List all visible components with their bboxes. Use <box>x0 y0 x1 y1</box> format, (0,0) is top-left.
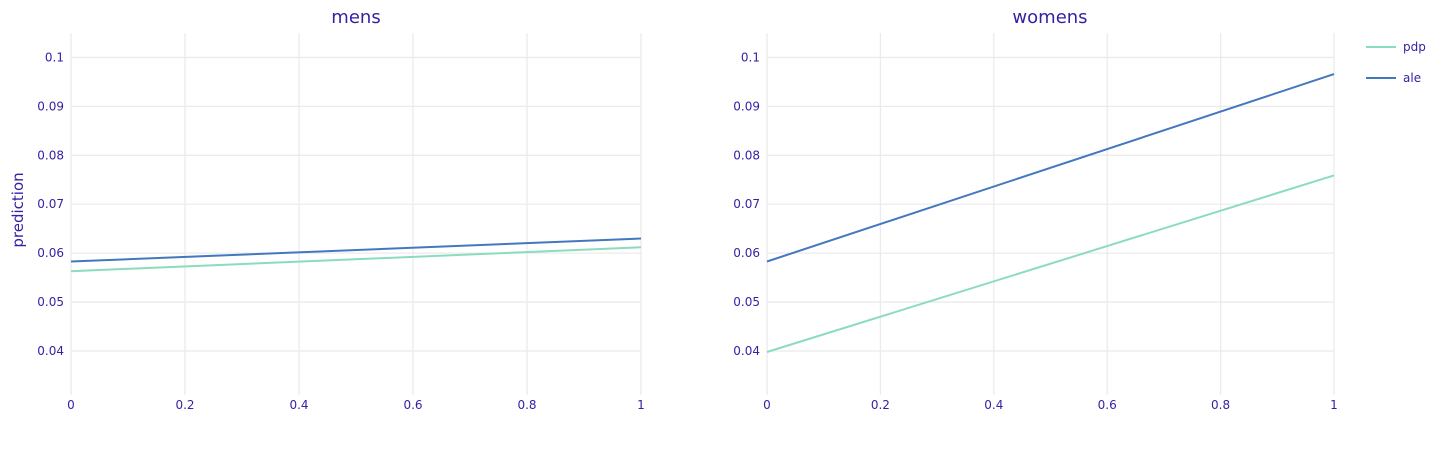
y-axis-label: prediction <box>9 172 27 247</box>
panel-mens: mens 0 0.2 0.4 0.6 0.8 1 0.04 0.05 0.06 0.07 0.08 0… <box>37 7 645 412</box>
y-tick-label-womens-6: 0.1 <box>741 50 760 64</box>
series-line-womens-ale <box>766 73 1335 263</box>
x-tick-label-womens-1: 0.2 <box>871 398 890 412</box>
y-tick-label-womens-0: 0.04 <box>733 344 760 358</box>
x-tick-label-mens-3: 0.6 <box>403 398 422 412</box>
series-line-womens-pdp <box>766 174 1335 353</box>
x-tick-label-womens-4: 0.8 <box>1211 398 1230 412</box>
x-tick-label-mens-1: 0.2 <box>175 398 194 412</box>
x-tick-label-mens-5: 1 <box>637 398 645 412</box>
series-line-mens-pdp <box>70 246 642 273</box>
x-tick-label-mens-4: 0.8 <box>517 398 536 412</box>
y-tick-label-mens-2: 0.06 <box>37 246 64 260</box>
y-tick-label-mens-5: 0.09 <box>37 99 64 113</box>
y-tick-label-womens-2: 0.06 <box>733 246 760 260</box>
y-tick-label-womens-5: 0.09 <box>733 99 760 113</box>
legend-item-pdp[interactable]: pdp <box>1366 40 1426 54</box>
y-tick-label-mens-3: 0.07 <box>37 197 64 211</box>
legend-label-pdp: pdp <box>1403 40 1426 54</box>
y-tick-label-mens-1: 0.05 <box>37 295 64 309</box>
y-tick-label-womens-4: 0.08 <box>733 148 760 162</box>
panel-title-mens: mens <box>331 7 380 28</box>
legend-label-ale: ale <box>1403 71 1421 85</box>
y-tick-label-mens-6: 0.1 <box>45 50 64 64</box>
x-tick-label-mens-2: 0.4 <box>289 398 308 412</box>
panel-title-womens: womens <box>1012 7 1087 28</box>
series-line-mens-ale <box>70 237 642 263</box>
x-tick-label-womens-5: 1 <box>1330 398 1338 412</box>
y-tick-label-womens-3: 0.07 <box>733 197 760 211</box>
y-tick-label-mens-0: 0.04 <box>37 344 64 358</box>
panel-womens: womens 0 0.2 0.4 0.6 0.8 1 0.04 0.05 0.06 0.07 0.0… <box>733 7 1338 412</box>
x-tick-label-mens-0: 0 <box>67 398 75 412</box>
x-tick-label-womens-0: 0 <box>763 398 771 412</box>
legend-item-ale[interactable]: ale <box>1366 71 1421 85</box>
y-tick-label-mens-4: 0.08 <box>37 148 64 162</box>
y-tick-label-womens-1: 0.05 <box>733 295 760 309</box>
legend[interactable]: pdp ale <box>1366 40 1426 85</box>
x-tick-label-womens-3: 0.6 <box>1098 398 1117 412</box>
x-tick-label-womens-2: 0.4 <box>984 398 1003 412</box>
